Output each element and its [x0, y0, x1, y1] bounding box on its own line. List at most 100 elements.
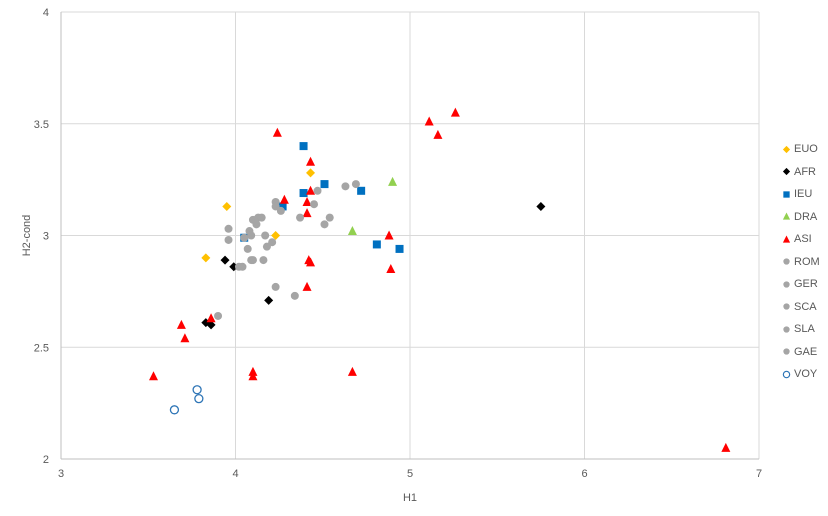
data-point: [206, 320, 216, 330]
series-gae: [214, 213, 299, 320]
x-tick-label: 3: [58, 468, 64, 480]
legend-item-dra: DRA: [782, 206, 820, 229]
data-point: [313, 186, 322, 195]
data-point: [386, 264, 396, 274]
data-point: [192, 385, 202, 395]
legend-item-afr: AFR: [782, 161, 820, 184]
data-point: [257, 213, 266, 222]
data-point: [357, 186, 366, 195]
legend-item-ieu: IEU: [782, 183, 820, 206]
circle-open-marker-icon: [782, 370, 791, 378]
series-sca: [261, 213, 334, 251]
legend: EUO AFR IEU DRA ASI ROM GER SCA SLA GAE VOY: [782, 138, 820, 386]
y-tick-label: 2: [43, 454, 49, 466]
data-point: [214, 311, 223, 320]
data-point: [450, 107, 460, 117]
data-point: [238, 262, 247, 271]
x-tick-label: 6: [581, 468, 587, 480]
x-tick-label: 7: [756, 468, 762, 480]
circle-marker-icon: [783, 303, 790, 310]
legend-item-asi: ASI: [782, 228, 820, 251]
data-point: [201, 253, 211, 263]
data-point: [271, 282, 280, 291]
data-point: [261, 231, 270, 240]
data-point: [325, 213, 334, 222]
data-point: [310, 200, 319, 209]
data-point: [278, 202, 287, 211]
circle-marker-icon: [783, 348, 790, 355]
legend-label: DRA: [794, 210, 818, 223]
data-point: [264, 295, 274, 305]
data-point: [248, 371, 258, 381]
legend-item-ger: GER: [782, 273, 820, 296]
circle-marker-icon: [783, 258, 790, 265]
x-axis-title: H1: [403, 492, 417, 504]
data-point: [341, 182, 350, 191]
diamond-marker-icon: [782, 145, 791, 153]
data-point: [272, 127, 282, 137]
triangle-marker-icon: [782, 212, 791, 220]
data-point: [384, 230, 394, 240]
data-point: [279, 194, 289, 204]
data-point: [299, 189, 308, 198]
data-point: [271, 202, 280, 211]
data-point: [194, 394, 204, 404]
data-point: [276, 206, 285, 215]
data-point: [536, 201, 546, 211]
data-point: [299, 142, 308, 151]
data-point: [395, 244, 404, 253]
data-point: [388, 176, 398, 186]
data-point: [222, 201, 232, 211]
data-point: [320, 180, 329, 189]
x-tick-label: 4: [232, 468, 238, 480]
square-marker-icon: [783, 191, 790, 198]
data-point: [252, 220, 261, 229]
legend-label: GER: [794, 278, 818, 291]
y-tick-label: 3: [43, 231, 49, 243]
data-point: [302, 208, 312, 218]
data-point: [351, 180, 360, 189]
legend-item-rom: ROM: [782, 251, 820, 274]
series-voy: [169, 385, 204, 415]
data-point: [176, 319, 186, 329]
y-tick-label: 4: [43, 7, 49, 19]
series-ger: [271, 180, 360, 222]
legend-item-sla: SLA: [782, 318, 820, 341]
data-point: [306, 168, 316, 178]
legend-label: SCA: [794, 300, 817, 313]
series-sla: [224, 224, 268, 271]
legend-label: EUO: [794, 143, 818, 156]
data-point: [424, 116, 434, 126]
y-tick-label: 2.5: [34, 342, 49, 354]
x-tick-label: 5: [407, 468, 413, 480]
data-point: [296, 213, 305, 222]
data-point: [268, 238, 277, 247]
series-afr: [201, 201, 546, 330]
legend-item-voy: VOY: [782, 363, 820, 386]
data-point: [180, 333, 190, 343]
legend-label: SLA: [794, 323, 815, 336]
data-point: [347, 366, 357, 376]
gridlines: [60, 11, 760, 460]
y-axis-title: H2-cond: [21, 215, 33, 257]
diamond-marker-icon: [782, 168, 791, 176]
data-point: [433, 129, 443, 139]
data-point: [372, 240, 381, 249]
legend-label: GAE: [794, 345, 818, 358]
legend-label: ASI: [794, 233, 812, 246]
data-point: [206, 313, 216, 323]
data-point: [224, 235, 233, 244]
data-point: [169, 405, 180, 415]
triangle-marker-icon: [782, 235, 791, 243]
legend-label: VOY: [794, 368, 818, 381]
y-tick-label: 3.5: [34, 119, 49, 131]
data-point: [243, 244, 252, 253]
data-point: [347, 226, 357, 236]
legend-label: AFR: [794, 165, 816, 178]
data-point: [306, 257, 316, 267]
data-point: [240, 233, 249, 242]
legend-item-euo: EUO: [782, 138, 820, 161]
data-point: [290, 291, 299, 300]
legend-item-sca: SCA: [782, 296, 820, 319]
